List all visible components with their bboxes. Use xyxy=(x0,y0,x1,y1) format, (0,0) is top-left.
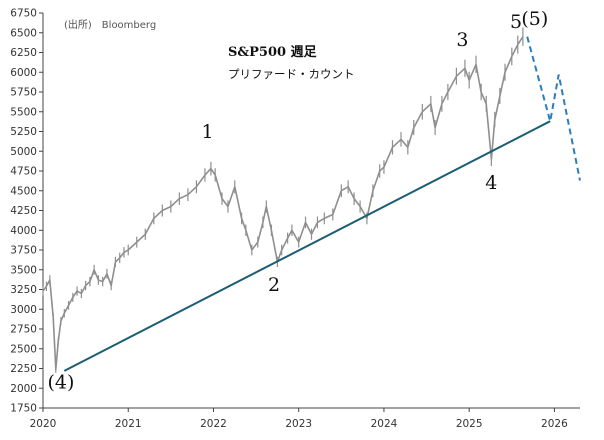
x-tick-label: 2026 xyxy=(541,418,568,430)
x-tick-label: 2025 xyxy=(456,418,483,430)
source-label: (出所) Bloomberg xyxy=(64,18,156,31)
wave-label: 5 xyxy=(510,11,522,33)
y-tick-label: 3000 xyxy=(10,304,37,316)
x-axis-ticks: 2020 2021 2022 2023 2024 2025 2026 xyxy=(30,408,568,430)
wave-label: 4 xyxy=(485,172,497,194)
support-trendline xyxy=(63,120,551,372)
y-tick-label: 3250 xyxy=(10,284,37,296)
wave-annotations: (4) 1 2 3 4 5 (5) xyxy=(47,8,548,393)
y-tick-label: 4250 xyxy=(10,205,37,217)
y-tick-label: 2000 xyxy=(10,383,37,395)
wave-label: 1 xyxy=(201,121,213,143)
y-tick-label: 5750 xyxy=(10,87,37,99)
x-tick-label: 2024 xyxy=(371,418,398,430)
price-series xyxy=(42,27,524,373)
wave-label: 3 xyxy=(456,29,468,51)
y-tick-label: 2750 xyxy=(10,324,37,336)
y-tick-label: 4000 xyxy=(10,225,37,237)
y-tick-label: 5250 xyxy=(10,126,37,138)
y-tick-label: 1750 xyxy=(10,403,37,415)
x-tick-label: 2020 xyxy=(30,418,57,430)
chart-subtitle: プリファード・カウント xyxy=(228,67,355,81)
y-axis-ticks: 1750 2000 2250 2500 2750 3000 3250 3500 3750 4000… xyxy=(10,8,43,415)
x-tick-label: 2023 xyxy=(285,418,312,430)
y-tick-label: 3500 xyxy=(10,264,37,276)
y-tick-label: 6750 xyxy=(10,8,37,20)
y-tick-label: 2250 xyxy=(10,363,37,375)
projection-path xyxy=(526,36,581,181)
y-tick-label: 4750 xyxy=(10,166,37,178)
wave-label: (5) xyxy=(521,8,548,30)
chart-title: S&P500 週足 xyxy=(228,45,318,60)
x-tick-label: 2022 xyxy=(200,418,227,430)
y-tick-label: 5000 xyxy=(10,146,37,158)
x-tick-label: 2021 xyxy=(115,418,142,430)
y-tick-label: 6250 xyxy=(10,47,37,59)
price-line xyxy=(42,36,524,371)
y-tick-label: 3750 xyxy=(10,245,37,257)
overlay-series xyxy=(63,36,581,372)
y-tick-label: 5500 xyxy=(10,106,37,118)
y-tick-label: 6500 xyxy=(10,27,37,39)
y-tick-label: 2500 xyxy=(10,343,37,355)
y-tick-label: 6000 xyxy=(10,67,37,79)
wave-label: (4) xyxy=(47,371,74,393)
y-tick-label: 4500 xyxy=(10,185,37,197)
wave-label: 2 xyxy=(268,274,280,296)
